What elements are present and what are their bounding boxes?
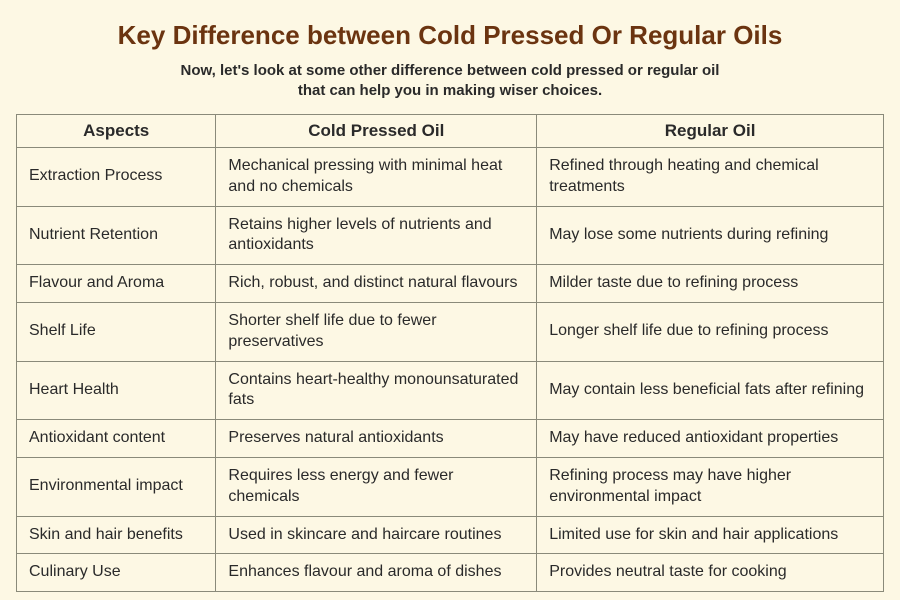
cell-cold: Used in skincare and haircare routines: [216, 516, 537, 554]
cell-regular: Limited use for skin and hair applicatio…: [537, 516, 884, 554]
cell-regular: Refining process may have higher environ…: [537, 457, 884, 516]
table-row: Environmental impactRequires less energy…: [17, 457, 884, 516]
table-body: Extraction ProcessMechanical pressing wi…: [17, 148, 884, 592]
table-row: Culinary UseEnhances flavour and aroma o…: [17, 554, 884, 592]
col-header-cold: Cold Pressed Oil: [216, 115, 537, 148]
cell-cold: Retains higher levels of nutrients and a…: [216, 206, 537, 265]
cell-cold: Shorter shelf life due to fewer preserva…: [216, 302, 537, 361]
table-row: Skin and hair benefitsUsed in skincare a…: [17, 516, 884, 554]
table-row: Antioxidant contentPreserves natural ant…: [17, 420, 884, 458]
cell-aspect: Antioxidant content: [17, 420, 216, 458]
subtitle-line-2: that can help you in making wiser choice…: [298, 82, 602, 99]
col-header-aspects: Aspects: [17, 115, 216, 148]
cell-regular: Longer shelf life due to refining proces…: [537, 302, 884, 361]
cell-aspect: Environmental impact: [17, 457, 216, 516]
cell-cold: Requires less energy and fewer chemicals: [216, 457, 537, 516]
cell-aspect: Culinary Use: [17, 554, 216, 592]
subtitle-line-1: Now, let's look at some other difference…: [181, 62, 720, 79]
cell-aspect: Skin and hair benefits: [17, 516, 216, 554]
cell-regular: May contain less beneficial fats after r…: [537, 361, 884, 420]
col-header-regular: Regular Oil: [537, 115, 884, 148]
cell-regular: Milder taste due to refining process: [537, 265, 884, 303]
cell-aspect: Shelf Life: [17, 302, 216, 361]
table-row: Extraction ProcessMechanical pressing wi…: [17, 148, 884, 207]
table-row: Nutrient RetentionRetains higher levels …: [17, 206, 884, 265]
cell-regular: Refined through heating and chemical tre…: [537, 148, 884, 207]
table-header-row: Aspects Cold Pressed Oil Regular Oil: [17, 115, 884, 148]
table-row: Heart HealthContains heart-healthy monou…: [17, 361, 884, 420]
cell-cold: Rich, robust, and distinct natural flavo…: [216, 265, 537, 303]
cell-aspect: Extraction Process: [17, 148, 216, 207]
cell-aspect: Nutrient Retention: [17, 206, 216, 265]
cell-regular: Provides neutral taste for cooking: [537, 554, 884, 592]
cell-regular: May have reduced antioxidant properties: [537, 420, 884, 458]
cell-regular: May lose some nutrients during refining: [537, 206, 884, 265]
cell-cold: Mechanical pressing with minimal heat an…: [216, 148, 537, 207]
table-row: Flavour and AromaRich, robust, and disti…: [17, 265, 884, 303]
cell-cold: Preserves natural antioxidants: [216, 420, 537, 458]
page-subtitle: Now, let's look at some other difference…: [16, 61, 884, 100]
cell-cold: Contains heart-healthy monounsaturated f…: [216, 361, 537, 420]
comparison-table: Aspects Cold Pressed Oil Regular Oil Ext…: [16, 114, 884, 592]
cell-aspect: Heart Health: [17, 361, 216, 420]
cell-aspect: Flavour and Aroma: [17, 265, 216, 303]
cell-cold: Enhances flavour and aroma of dishes: [216, 554, 537, 592]
page-title: Key Difference between Cold Pressed Or R…: [16, 20, 884, 51]
table-row: Shelf LifeShorter shelf life due to fewe…: [17, 302, 884, 361]
